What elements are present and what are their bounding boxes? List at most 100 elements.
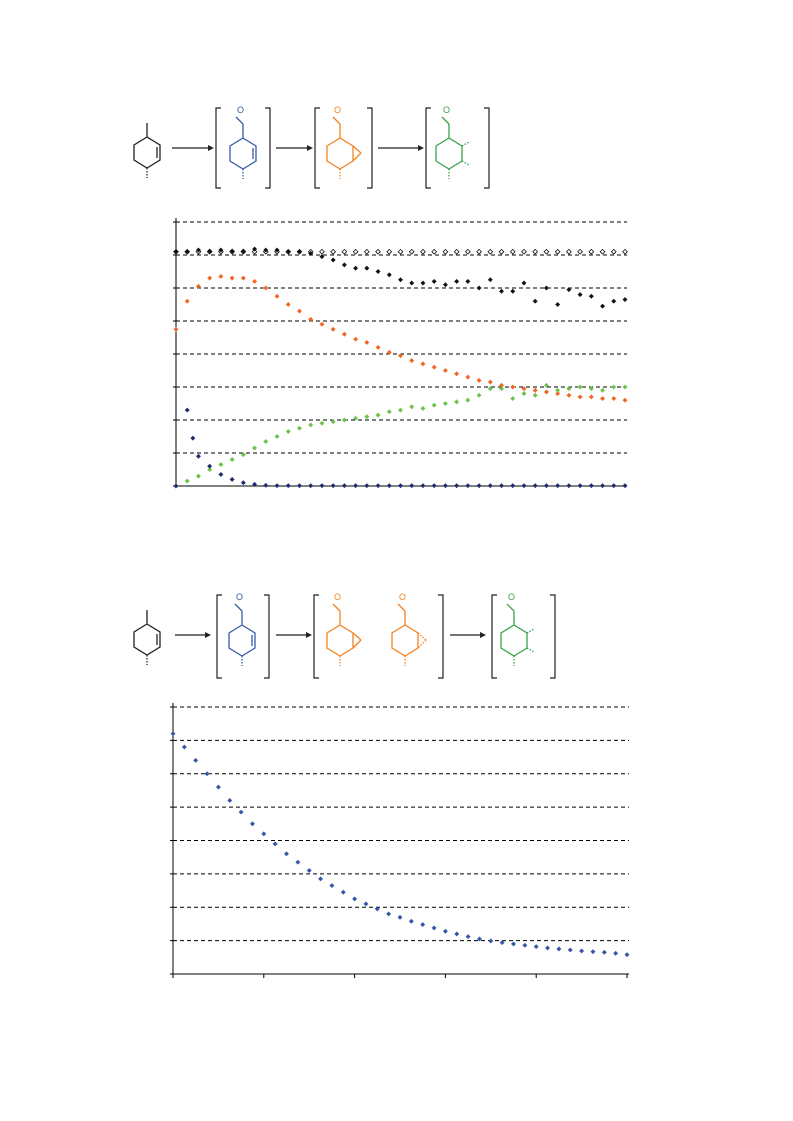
oxygen-label: O: [236, 592, 243, 602]
chart-2: [0, 700, 793, 985]
chart2-series0-point: [499, 940, 505, 946]
chart1-series2-point: [375, 344, 381, 350]
chart1-series2-point: [465, 374, 471, 380]
chart2-series0-point: [170, 731, 176, 737]
chart1-series1-point: [353, 265, 359, 271]
chart1-series0-point: [476, 248, 482, 255]
chart1-series1-point: [364, 265, 370, 271]
chart1-series1-point: [566, 287, 572, 293]
chart1-series0-point: [566, 248, 572, 255]
chart2-series0-point: [556, 946, 562, 952]
chart2-series0-point: [522, 942, 528, 948]
chart1-series4-point: [386, 483, 392, 489]
chart1-series4-point: [409, 483, 415, 489]
start-molecule-2: [133, 610, 161, 665]
chart2-series0-point: [476, 936, 482, 942]
chart1-series4-point: [600, 483, 606, 489]
chart1-series3-point: [263, 438, 269, 444]
product-bracket-1: [425, 107, 490, 189]
chart1-series1-point: [173, 249, 179, 255]
chart1-series4-point: [218, 471, 224, 477]
chart1-series4-point: [330, 483, 336, 489]
chart1-series0-point: [487, 248, 494, 255]
chart1-series3-point: [240, 452, 246, 458]
oxygen-label: O: [443, 105, 450, 115]
chart1-series0-point: [610, 248, 617, 255]
chart2-series0-point: [420, 922, 426, 928]
chart1-series3-point: [285, 429, 291, 435]
chart1-series1-point: [442, 282, 448, 288]
chart1-series4-point: [555, 483, 561, 489]
reaction-scheme-1: O O O: [0, 95, 793, 195]
chart2-series0-point: [533, 944, 539, 950]
chart2-series0-point: [567, 947, 573, 953]
chart1-series1-point: [218, 247, 224, 253]
chart1-series4-point: [375, 483, 381, 489]
chart1-series3-point: [431, 402, 437, 408]
chart1-series0-point: [509, 248, 516, 255]
oxygen-label: O: [334, 105, 341, 115]
chart1-series3-point: [229, 457, 235, 463]
chart2-series0-point: [545, 945, 551, 951]
intermediate-bracket-4: [313, 594, 444, 679]
chart1-series2-point: [364, 339, 370, 345]
chart1-series3-point: [442, 400, 448, 407]
chart2-series0-point: [249, 821, 255, 827]
chart1-series1-point: [252, 246, 258, 252]
chart1-series2-point: [555, 391, 561, 397]
chart1-series1-point: [521, 280, 527, 286]
chart1-series3-point: [409, 404, 415, 410]
intermediate-bracket-2: [314, 107, 373, 189]
chart1-series1-point: [420, 280, 426, 286]
chart1-series4-point: [454, 483, 460, 489]
chart2-series0-point: [363, 901, 369, 907]
chart1-series3-point: [532, 392, 538, 398]
chart1-series3-point: [577, 384, 583, 390]
chart1-series0-point: [498, 248, 505, 255]
chart2-series0-point: [397, 914, 403, 920]
chart1-series2-point: [252, 278, 258, 284]
chart1-series2-point: [409, 358, 415, 364]
chart1-series1-point: [319, 254, 325, 260]
chart1-series1-point: [510, 288, 516, 294]
chart1-series2-point: [229, 275, 235, 281]
chart1-series4-point: [510, 483, 516, 489]
chart1-series4-point: [622, 483, 628, 489]
chart1-series1-point: [543, 285, 549, 291]
chart2-series0-point: [454, 931, 460, 937]
chart1-series2-point: [521, 386, 527, 392]
chart2-series0-point: [601, 949, 607, 955]
chart2-series0-point: [272, 841, 278, 847]
chart1-series0-point: [588, 248, 595, 255]
chart1-series4-point: [285, 483, 291, 489]
chart1-series2-point: [240, 275, 246, 281]
chart1-series1-point: [499, 288, 505, 294]
oxygen-label: O: [399, 592, 406, 602]
chart1-series2-point: [353, 336, 359, 342]
chart1-series1-point: [577, 292, 583, 298]
chart1-series3-point: [375, 412, 381, 418]
chart2-series0-point: [488, 938, 494, 944]
chart2-series0-point: [340, 889, 346, 895]
chart1-series3-point: [588, 386, 594, 392]
chart1-series2-point: [622, 397, 628, 403]
chart1-series1-point: [375, 268, 381, 275]
chart1-series2-point: [263, 285, 269, 291]
chart1-series2-point: [566, 392, 572, 398]
chart1-series2-point: [285, 301, 291, 308]
chart1-series4-point: [611, 483, 617, 489]
chart2-series0-point: [181, 744, 187, 750]
chart1-series3-point: [330, 419, 336, 425]
chart1-series3-point: [566, 386, 572, 392]
chart1-series4-point: [240, 480, 246, 486]
chart1-series4-point: [442, 483, 448, 489]
chart1-series4-point: [229, 476, 235, 482]
chart2-series0-point: [318, 876, 324, 882]
chart1-series1-point: [240, 248, 246, 254]
chart1-series3-point: [543, 382, 549, 388]
chart1-series4-point: [341, 483, 347, 489]
chart1-series4-point: [476, 483, 482, 489]
chart1-series3-point: [499, 386, 505, 392]
chart1-series1-point: [207, 248, 213, 254]
intermediate-bracket-1: [215, 107, 271, 189]
